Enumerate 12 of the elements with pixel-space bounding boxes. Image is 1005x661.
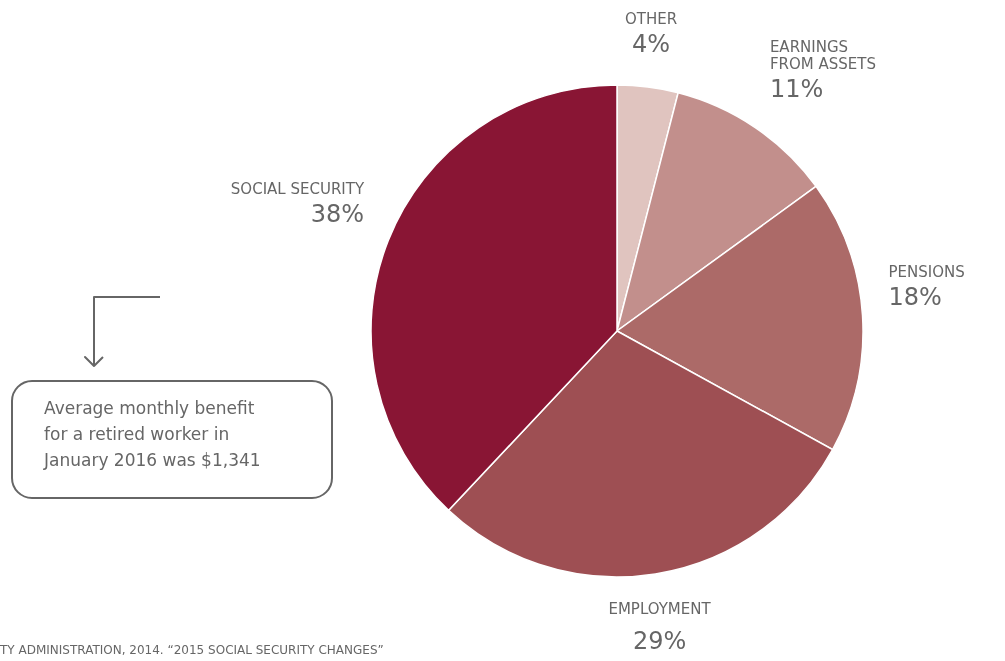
data-label: 29% bbox=[632, 626, 687, 655]
slice-label: PENSIONS bbox=[888, 262, 965, 281]
data-label: 38% bbox=[310, 199, 365, 228]
data-label: 11% bbox=[769, 75, 824, 104]
slice-label: EARNINGS FROM ASSETS bbox=[769, 38, 876, 74]
data-label: 18% bbox=[888, 282, 942, 311]
data-label: 4% bbox=[632, 30, 671, 59]
slice-label: SOCIAL SECURITY bbox=[230, 179, 365, 198]
slice-label: OTHER bbox=[625, 10, 678, 29]
slice-label: EMPLOYMENT bbox=[608, 599, 712, 618]
text: TY ADMINISTRATION, 2014. “2015 SOCIAL SECURITY CHANGES” bbox=[0, 643, 384, 657]
text: Average monthly benefit for a retired worker in January 2016 was $1,341 bbox=[43, 398, 261, 470]
